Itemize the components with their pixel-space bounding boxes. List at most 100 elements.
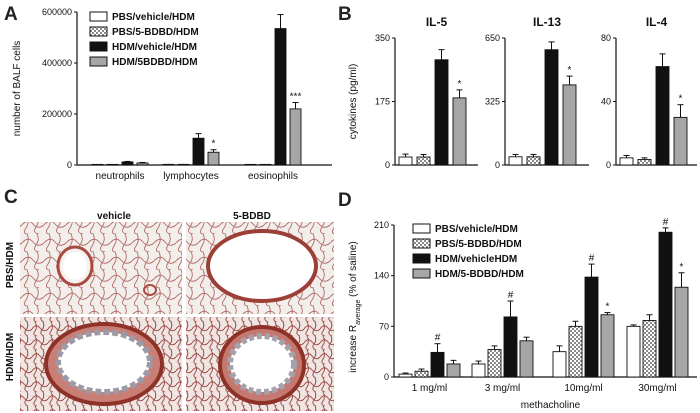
bar-B2 (562, 84, 577, 166)
bar-D (471, 363, 486, 378)
significance-mark-A: * (212, 139, 216, 150)
micrograph-hdm-vehicle (20, 317, 182, 411)
y-tick-label-B2: 0 (495, 160, 500, 170)
chart-b-il4: 0 40 80 IL-4 * (601, 15, 697, 170)
panel-letter-b: B (338, 4, 352, 25)
histo-row-label-pbs: PBS/HDM (5, 242, 16, 288)
significance-mark-D: # (589, 253, 595, 264)
significance-mark-B2: * (568, 65, 572, 76)
x-tick-label-A: lymphocytes (163, 171, 219, 182)
bar-A (207, 151, 220, 166)
legend-d-label-4: HDM/5-BDBD/HDM (435, 269, 524, 280)
x-axis-label-D: methacholine (521, 400, 581, 411)
bar-B3 (655, 66, 670, 166)
legend-a-label-3: HDM/vehicle/HDM (112, 42, 197, 53)
bar-D (600, 314, 615, 378)
bar-D (658, 231, 673, 378)
bar-D (430, 351, 445, 378)
significance-mark-D: # (663, 217, 669, 228)
micrograph-pbs-vehicle (20, 222, 182, 314)
y-tick-label-B3: 80 (601, 33, 611, 43)
bar-D (552, 351, 567, 378)
significance-mark-D: # (508, 290, 514, 301)
bar-A (136, 162, 149, 166)
bar-B2 (544, 49, 559, 166)
legend-a-label-4: HDM/5BDBD/HDM (112, 57, 198, 68)
y-axis-label-A: number of BALF cells (12, 41, 23, 137)
bar-B3 (673, 116, 688, 166)
bar-B2 (508, 156, 523, 166)
y-tick-label-B3: 40 (601, 97, 611, 107)
micrograph-pbs-5bdbd (186, 222, 334, 314)
x-tick-label-D: 30mg/ml (638, 383, 676, 394)
y-axis-label-B1: cytokines (pg/ml) (348, 64, 359, 140)
chart-b-il13: 0 325 650 IL-13 * (485, 15, 589, 170)
legend-a-label-2: PBS/5-BDBD/HDM (112, 27, 199, 38)
bar-A (274, 28, 287, 166)
bar-D (674, 286, 689, 378)
legend-a-swatch-2 (89, 26, 108, 37)
y-tick-label-D: 70 (379, 321, 389, 331)
legend-d-swatch-4 (412, 268, 431, 279)
chart-b-il5: 0 175 350 IL-5 cytokines (pg/ml) * (348, 15, 478, 170)
legend-d-label-3: HDM/vehicleHDM (435, 254, 517, 265)
bar-B2 (526, 156, 541, 166)
bar-D (398, 373, 413, 378)
panel-letter-c: C (4, 187, 18, 208)
bar-A (121, 161, 134, 166)
bar-A (192, 137, 205, 166)
legend-d-swatch-3 (412, 253, 431, 264)
y-tick-label-B1: 350 (375, 33, 390, 43)
legend-d-swatch-2 (412, 238, 431, 249)
y-tick-label-D: 210 (374, 220, 389, 230)
y-tick-label-B1: 0 (385, 160, 390, 170)
bar-D (487, 349, 502, 378)
y-tick-label-D: 0 (384, 372, 389, 382)
legend-a-label-1: PBS/vehicle/HDM (112, 12, 195, 23)
bar-A (289, 108, 302, 166)
y-tick-label-B2: 650 (485, 33, 500, 43)
legend-d-label-2: PBS/5-BDBD/HDM (435, 239, 522, 250)
x-tick-label-D: 3 mg/ml (485, 383, 521, 394)
significance-mark-D: # (435, 333, 441, 344)
bar-D (626, 325, 641, 378)
y-tick-label-A: 0 (67, 160, 72, 170)
legend-a-swatch-4 (89, 56, 108, 67)
bar-B1 (416, 156, 431, 166)
legend-a-swatch-1 (89, 11, 108, 22)
histology-panel: vehicle 5-BDBD PBS/HDM HDM/HDM (5, 211, 334, 411)
y-tick-label-A: 200000 (42, 109, 72, 119)
histo-col-label-5bdbd: 5-BDBD (233, 211, 271, 222)
legend-d-label-1: PBS/vehicle/HDM (435, 224, 518, 235)
chart-a: 0 200000 400000 600000 number of BALF cells n… (12, 7, 332, 182)
panel-letter-a: A (4, 4, 18, 25)
bar-B3 (619, 157, 634, 166)
bar-B1 (434, 59, 449, 166)
chart-d: 0 70 140 210 increase Raverage (% of saline)… (348, 217, 697, 411)
panel-letter-d: D (338, 190, 352, 211)
x-tick-label-D: 10mg/ml (564, 383, 602, 394)
bar-D (519, 340, 534, 378)
bar-B1 (398, 156, 413, 166)
y-tick-label-A: 600000 (42, 7, 72, 17)
y-tick-label-B2: 325 (485, 97, 500, 107)
x-tick-label-D: 1 mg/ml (412, 383, 448, 394)
x-tick-label-A: eosinophils (248, 171, 298, 182)
bar-B1 (452, 97, 467, 166)
y-axis-label-D: increase Raverage (% of saline) (348, 241, 362, 372)
histo-col-label-vehicle: vehicle (97, 211, 131, 222)
legend-a-swatch-3 (89, 41, 108, 52)
bar-D (642, 320, 657, 378)
legend-d-swatch-1 (412, 223, 431, 234)
bar-D (503, 316, 518, 378)
significance-mark-D: * (606, 302, 610, 313)
x-tick-label-A: neutrophils (96, 171, 145, 182)
bar-D (584, 276, 599, 378)
micrograph-hdm-5bdbd (186, 317, 334, 411)
chart-title-B3: IL-4 (646, 15, 668, 29)
y-tick-label-D: 140 (374, 271, 389, 281)
significance-mark-B3: * (679, 94, 683, 105)
significance-mark-B1: * (458, 79, 462, 90)
chart-title-B1: IL-5 (426, 15, 448, 29)
